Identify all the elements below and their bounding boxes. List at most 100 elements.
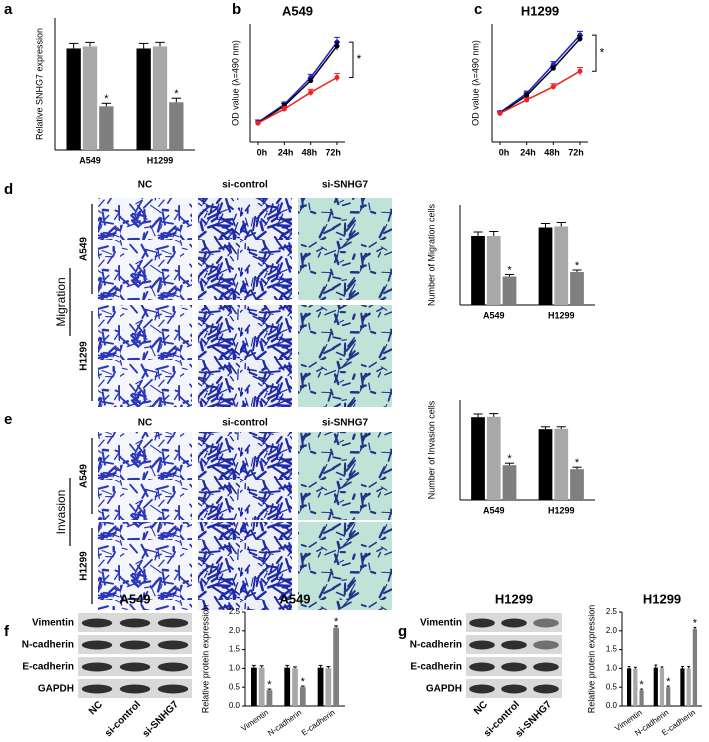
row-label: A549 [79,464,90,488]
significance: * [575,457,580,469]
blot-band [469,618,495,628]
x-tick-label: H1299 [147,155,174,165]
blot-title: A549 [119,591,150,606]
bar [680,668,685,706]
bar [471,236,485,305]
bar [554,428,569,500]
x-tick-label: A549 [483,310,505,320]
chart-title: H1299 [643,591,681,606]
protein-label: GAPDH [426,684,462,695]
group-label: Migration [54,277,68,326]
micrograph [98,432,192,520]
point [281,106,287,112]
micrograph [298,198,392,300]
blot-band [157,684,189,694]
y-axis-label: OD value (λ=490 nm) [230,40,240,126]
point [577,68,583,74]
point [524,93,530,99]
significance: * [301,676,306,688]
point [550,65,556,71]
y-tick-label: 1.5 [606,645,618,654]
significance: * [174,88,179,100]
protein-label: N-cadherin [410,640,462,651]
point [255,120,261,126]
bar [486,416,501,500]
panel-letter: c [474,1,482,18]
protein-label: Vimentin [420,618,462,629]
significance: * [334,616,339,628]
micrograph [298,305,392,407]
x-tick-label: 72h [325,147,341,157]
bar [538,227,553,305]
series-line [257,45,338,124]
micrograph [98,522,192,610]
blot-band [81,640,113,650]
point [550,84,556,90]
protein-label: N-cadherin [22,640,74,651]
y-axis-label: Number of Invasion cells [426,400,436,499]
micrograph [298,522,392,610]
y-tick-label: 2.0 [229,626,241,635]
bar [692,628,697,706]
micrograph [198,522,292,610]
significance: * [600,45,605,59]
blot-band [157,618,189,628]
x-tick-label: H1299 [548,505,575,515]
blot-band [469,684,495,694]
bar [152,46,168,150]
y-tick-label: 1.0 [606,664,618,673]
x-tick-label: A549 [79,155,101,165]
x-tick-label: 24h [278,147,294,157]
bar [317,667,324,706]
significance: * [693,617,698,629]
blot-title: H1299 [495,591,533,606]
y-tick-label: 0.5 [229,682,241,691]
blot-band [533,618,559,628]
x-tick-label: N-cadherin [266,708,303,738]
point [497,110,503,116]
x-tick-label: E-cadherin [300,708,337,738]
significance: * [575,260,580,272]
column-label: si-control [222,418,268,429]
y-tick-label: 0.0 [229,701,241,710]
bar [538,429,553,500]
blot-band [469,662,495,672]
column-label: si-SNHG7 [322,418,369,429]
protein-label: E-cadherin [410,662,462,673]
bar [570,272,584,305]
group-label: Invasion [54,490,68,535]
series-line [257,41,338,123]
point [334,74,340,80]
blot-band [501,640,527,650]
x-tick-label: A549 [483,505,505,515]
bar [292,668,298,706]
significance: * [357,52,362,66]
bar [99,106,114,150]
panel-letter: b [232,1,241,18]
bar [333,627,339,706]
y-tick-label: 2.5 [229,607,241,616]
x-tick-label: 48h [302,147,318,157]
micrograph [198,198,292,300]
blot-band [119,640,151,650]
y-tick-label: 1.0 [229,664,241,673]
significance: * [267,679,272,691]
x-tick-label: 0h [499,147,510,157]
bar [136,48,151,150]
bar [325,668,332,706]
bar [570,469,584,500]
bar [659,668,665,706]
protein-label: E-cadherin [22,662,74,673]
panel-letter: a [4,1,13,18]
y-tick-label: 2.5 [606,607,618,616]
bar [266,690,273,706]
x-tick-label: Vimentin [239,708,270,733]
blot-band [119,662,151,672]
x-tick-label: 24h [520,147,536,157]
row-label: H1299 [79,341,90,371]
chart-title: A549 [279,591,310,606]
column-label: NC [138,180,152,191]
x-tick-label: 0h [257,147,268,157]
point [308,78,314,84]
bar [299,687,306,706]
